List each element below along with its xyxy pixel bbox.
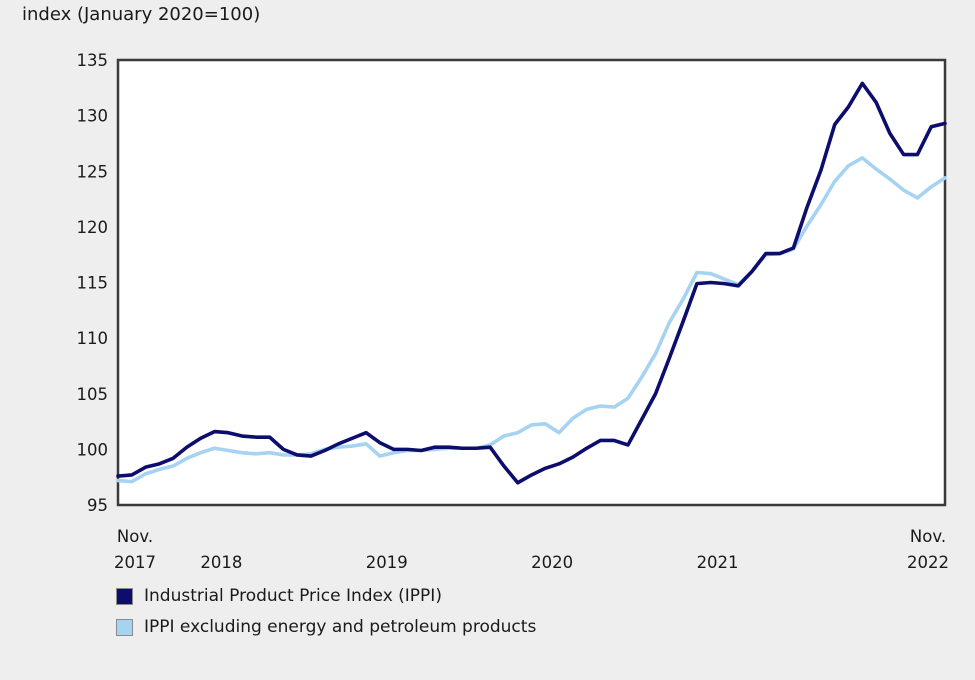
y-tick-100: 100 [77, 440, 109, 459]
x-label-year-2019: 2019 [366, 553, 408, 572]
x-label-start-month: Nov. [117, 527, 153, 546]
plot-frame [116, 58, 947, 507]
y-tick-95: 95 [87, 496, 108, 515]
legend-item-ippi-ex-energy: IPPI excluding energy and petroleum prod… [116, 619, 536, 636]
chart-legend: Industrial Product Price Index (IPPI) IP… [116, 588, 536, 650]
x-label-start-year: 2017 [114, 553, 156, 572]
y-tick-105: 105 [77, 385, 109, 404]
y-tick-110: 110 [77, 329, 109, 348]
x-label-year-2020: 2020 [531, 553, 573, 572]
y-axis-title: index (January 2020=100) [22, 4, 261, 25]
x-label-end-year: 2022 [907, 553, 949, 572]
x-label-end-month: Nov. [910, 527, 946, 546]
y-tick-125: 125 [77, 162, 109, 181]
series-line-ippi-ex-energy [116, 156, 947, 484]
y-tick-115: 115 [77, 274, 109, 293]
series-line-ippi [116, 81, 947, 485]
x-axis-tick-labels: Nov. 2017 Nov. 2022 2018 2019 2020 2021 [114, 527, 949, 572]
legend-swatch-ippi-ex-energy [116, 619, 133, 636]
legend-label-ippi-ex-energy: IPPI excluding energy and petroleum prod… [144, 617, 537, 637]
y-tick-120: 120 [77, 218, 109, 237]
legend-swatch-ippi [116, 588, 133, 605]
y-tick-135: 135 [77, 51, 109, 70]
x-label-year-2021: 2021 [697, 553, 739, 572]
y-axis-tick-labels: 95 100 105 110 115 120 125 130 135 [77, 51, 109, 515]
y-tick-130: 130 [77, 107, 109, 126]
legend-label-ippi: Industrial Product Price Index (IPPI) [144, 586, 442, 606]
legend-item-ippi: Industrial Product Price Index (IPPI) [116, 588, 536, 605]
x-label-year-2018: 2018 [200, 553, 242, 572]
series-lines [116, 81, 947, 485]
